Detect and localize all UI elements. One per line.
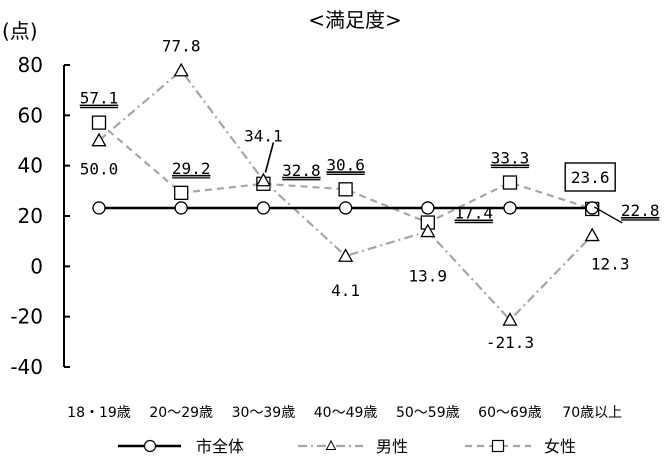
leader-line xyxy=(264,142,275,173)
square-marker xyxy=(502,175,518,190)
data-label: 50.0 xyxy=(80,160,119,179)
x-tick-label: 70歳以上 xyxy=(562,405,622,421)
x-tick-label: 50～59歳 xyxy=(396,405,460,421)
x-tick-label: 20～29歳 xyxy=(149,405,213,421)
data-label: 30.6 xyxy=(326,155,365,174)
triangle-marker xyxy=(420,223,436,238)
circle-marker xyxy=(143,439,157,453)
circle-marker xyxy=(421,201,435,215)
legend-label: 市全体 xyxy=(196,437,244,456)
y-tick-label: 60 xyxy=(18,103,43,127)
square-marker xyxy=(91,115,107,130)
series-layer xyxy=(91,62,600,326)
data-label: 57.1 xyxy=(80,89,119,108)
legend: 市全体 男性 女性 xyxy=(118,437,576,456)
annotation-label: 23.6 xyxy=(571,168,610,187)
series-triangle xyxy=(91,62,600,326)
data-label: 32.8 xyxy=(282,161,321,180)
x-tick-label: 30～39歳 xyxy=(232,405,296,421)
circle-marker xyxy=(174,201,188,215)
triangle-marker xyxy=(584,227,600,242)
legend-label: 男性 xyxy=(376,437,408,456)
y-tick-label: -20 xyxy=(10,305,43,329)
x-tick-label: 60～69歳 xyxy=(478,405,542,421)
data-label: -21.3 xyxy=(486,333,534,352)
triangle-marker xyxy=(337,248,354,262)
square-marker xyxy=(174,185,189,200)
y-tick-label: -40 xyxy=(10,355,43,379)
data-label: 22.8 xyxy=(621,201,660,220)
data-label: 12.3 xyxy=(591,254,630,273)
circle-marker xyxy=(585,201,599,215)
y-tick-label: 0 xyxy=(30,254,43,278)
legend-label: 女性 xyxy=(544,437,576,456)
y-tick-label: 20 xyxy=(18,204,43,228)
leader-line xyxy=(593,206,623,224)
square-marker xyxy=(338,182,353,197)
y-axis-unit-label: (点) xyxy=(2,19,38,43)
triangle-marker xyxy=(502,312,518,326)
legend-entry: 市全体 xyxy=(118,437,244,456)
circle-marker xyxy=(256,201,271,215)
data-label: 4.1 xyxy=(331,281,360,300)
triangle-marker xyxy=(255,172,272,187)
series-circle xyxy=(92,201,599,215)
y-tick-label: 80 xyxy=(18,53,43,77)
legend-entry: 女性 xyxy=(465,437,576,456)
circle-marker xyxy=(92,201,106,215)
data-label: 34.1 xyxy=(244,127,283,146)
data-label: 17.4 xyxy=(455,204,494,223)
triangle-marker xyxy=(91,132,107,147)
triangle-marker xyxy=(173,62,189,77)
chart-title: <満足度> xyxy=(308,8,402,32)
circle-marker xyxy=(338,201,353,215)
axes: 80 60 40 20 0 -20 -40 18・19歳 20～29歳 30～39歳 40～49歳 5… xyxy=(10,53,622,421)
data-label: 29.2 xyxy=(172,159,211,178)
x-tick-label: 40～49歳 xyxy=(314,405,378,421)
data-label: 13.9 xyxy=(409,266,448,285)
data-label: 77.8 xyxy=(162,37,201,56)
x-tick-label: 18・19歳 xyxy=(67,405,131,421)
annotation-box xyxy=(564,162,616,192)
legend-entry: 男性 xyxy=(298,437,408,456)
data-label: 33.3 xyxy=(491,149,530,168)
data-labels: 50.0 77.8 34.1 4.1 13.9 -21.3 12.3 57.1 29.2 32.8… xyxy=(80,37,660,352)
triangle-marker xyxy=(325,439,337,450)
square-marker xyxy=(491,439,505,453)
circle-marker xyxy=(503,201,517,215)
y-tick-label: 40 xyxy=(18,154,43,178)
